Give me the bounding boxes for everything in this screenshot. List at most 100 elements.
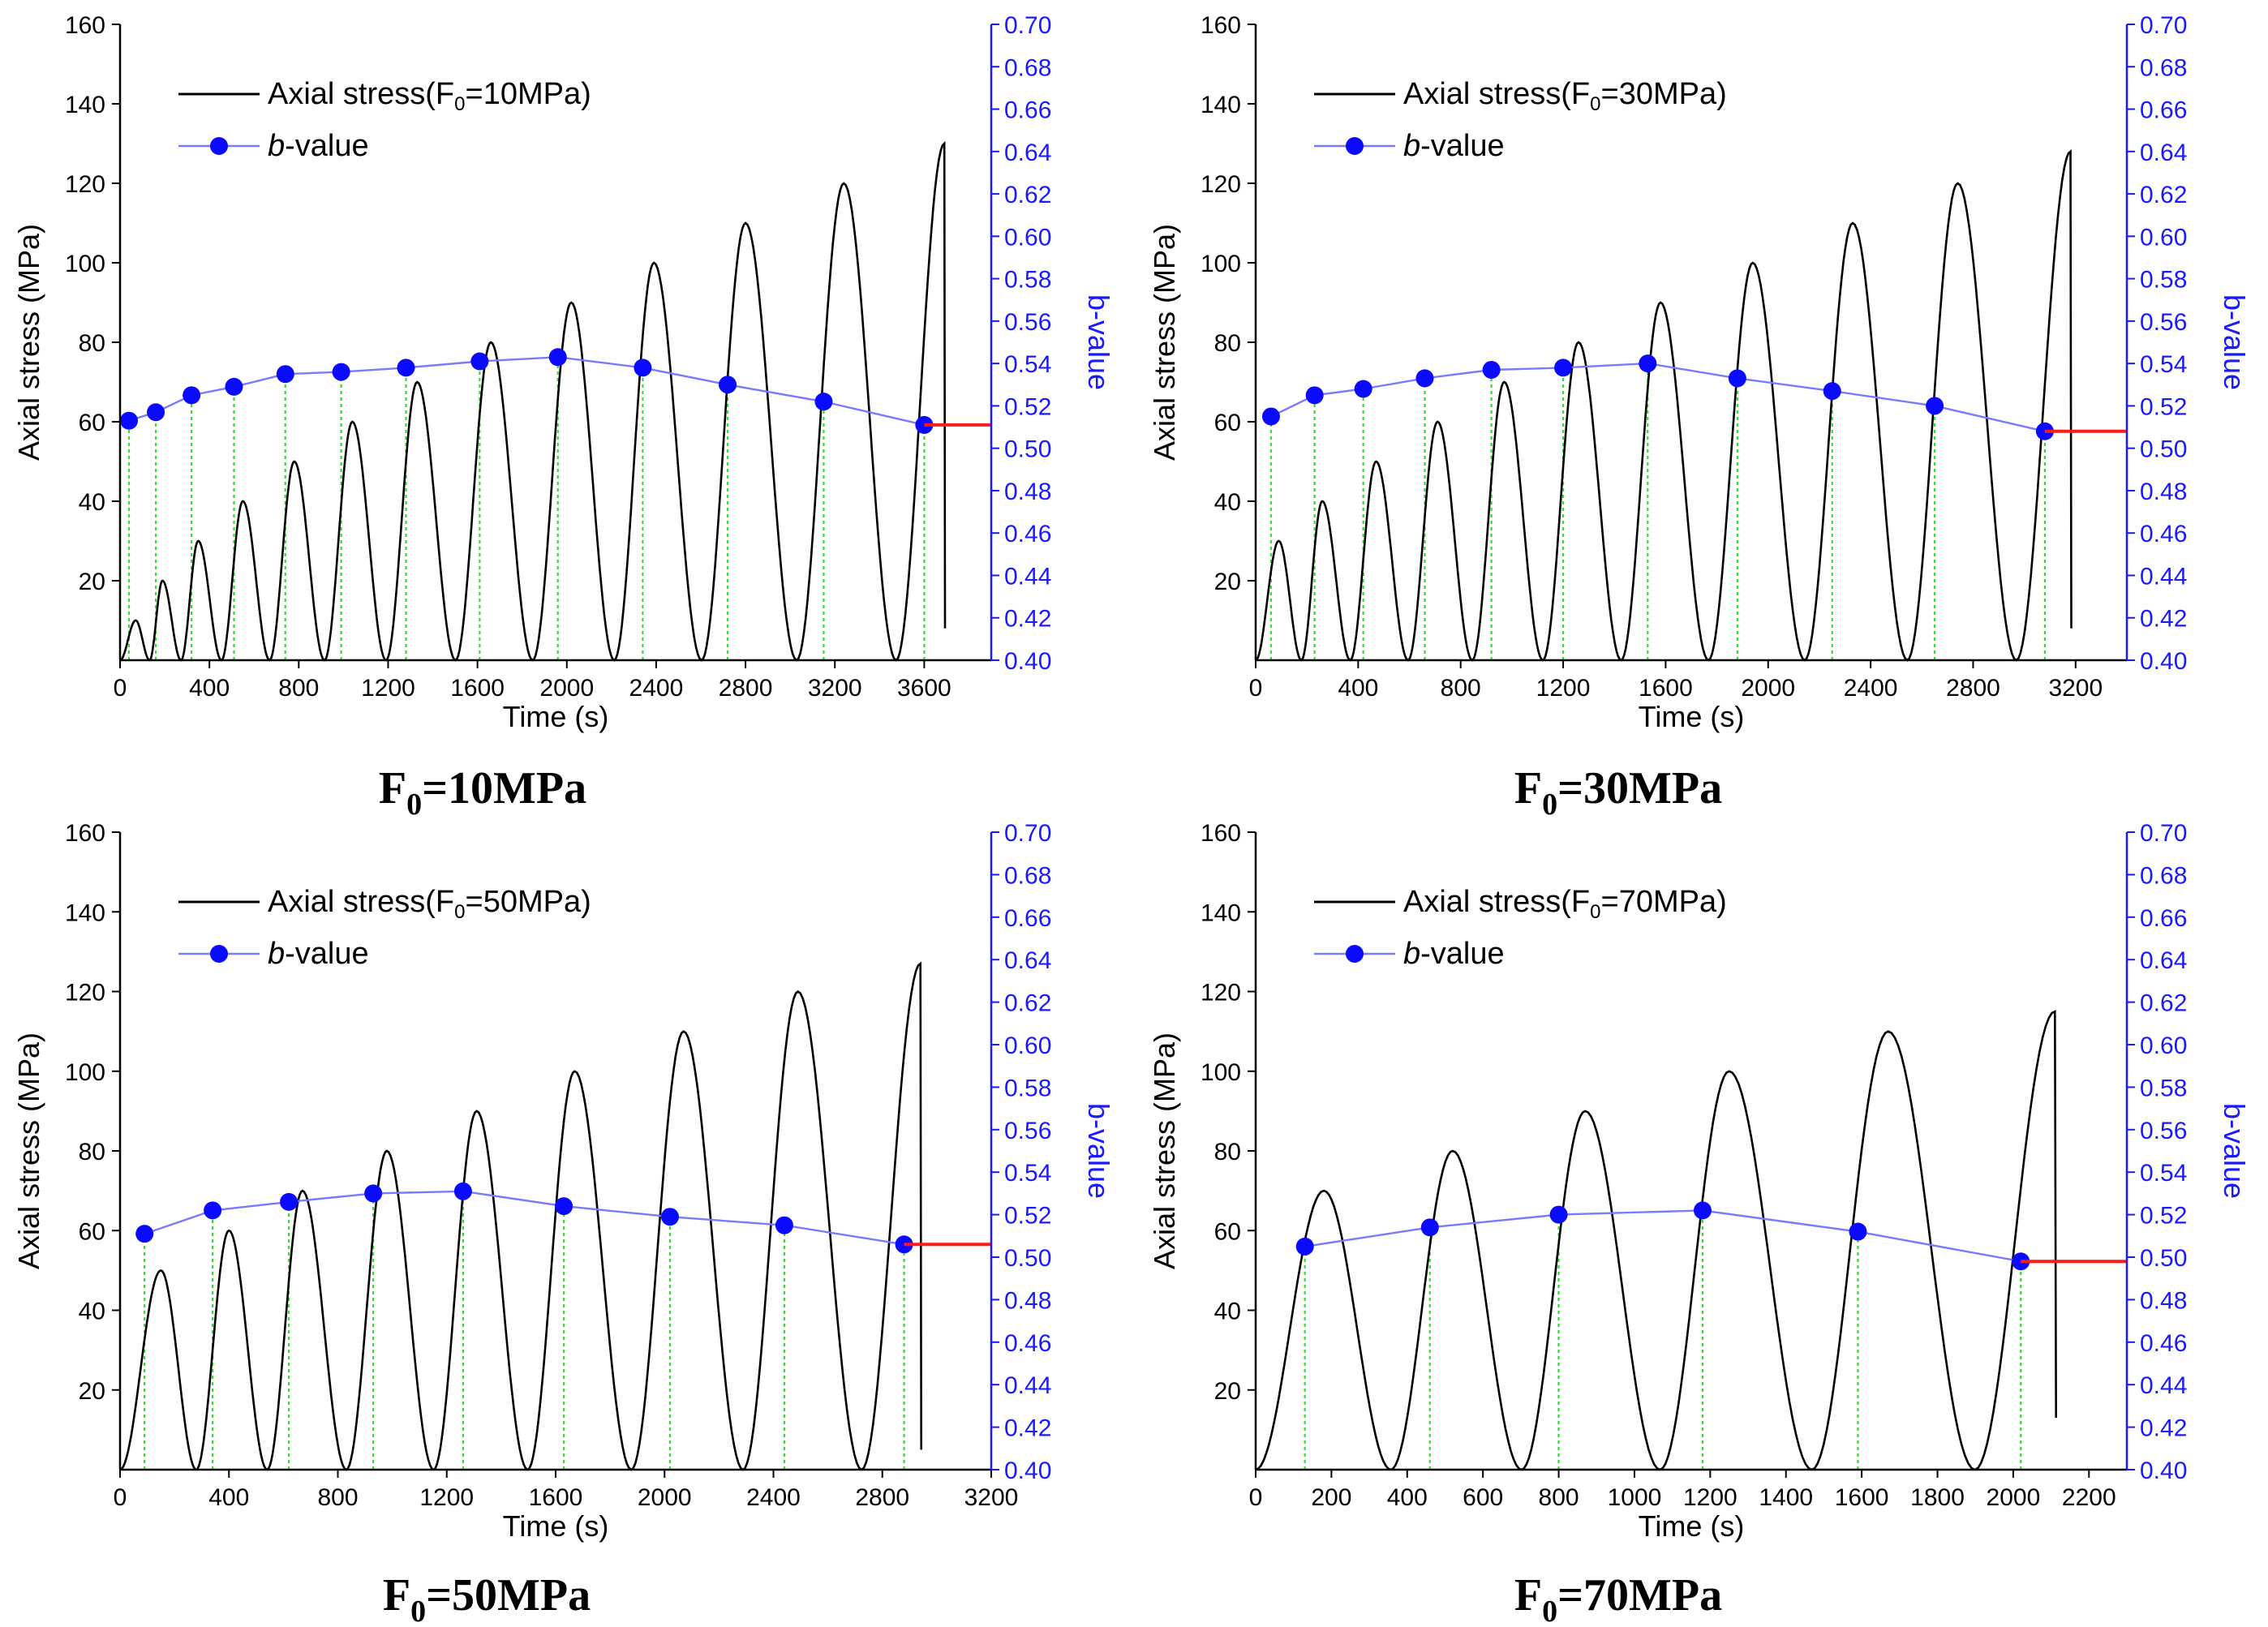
b-value-point bbox=[1554, 358, 1573, 377]
y2-tick-label: 0.64 bbox=[1004, 947, 1051, 974]
x-tick-label: 2200 bbox=[2062, 1484, 2116, 1511]
legend-stress-label: Axial stress(F0=50MPa) bbox=[268, 885, 591, 923]
legend-stress-prefix: Axial stress(F bbox=[268, 885, 454, 919]
legend-b-label: b-value bbox=[1403, 937, 1505, 971]
x-tick-label: 2000 bbox=[1741, 675, 1795, 702]
y2-tick-label: 0.70 bbox=[1004, 12, 1051, 39]
y2-tick-label: 0.56 bbox=[1004, 309, 1051, 336]
y2-axis-label: b-value bbox=[2218, 294, 2251, 390]
y2-tick-label: 0.48 bbox=[2140, 1287, 2187, 1314]
legend-stress-suffix: =70MPa) bbox=[1601, 885, 1727, 919]
y2-tick-label: 0.66 bbox=[1004, 905, 1051, 932]
y2-tick-label: 0.44 bbox=[2140, 1372, 2187, 1399]
x-tick-label: 1200 bbox=[361, 675, 415, 702]
y-tick-label: 80 bbox=[1214, 330, 1241, 357]
b-value-point bbox=[1926, 397, 1944, 415]
x-tick-label: 400 bbox=[1338, 675, 1378, 702]
legend-b-rest: -value bbox=[285, 129, 369, 163]
y2-tick-label: 0.40 bbox=[2140, 1457, 2187, 1484]
x-tick-label: 1400 bbox=[1759, 1484, 1813, 1511]
y2-tick-label: 0.44 bbox=[1004, 1372, 1051, 1399]
y2-tick-label: 0.66 bbox=[2140, 97, 2187, 124]
y-tick-label: 160 bbox=[1201, 820, 1241, 847]
x-tick-label: 1600 bbox=[1835, 1484, 1889, 1511]
b-value-point bbox=[1728, 369, 1746, 388]
y-tick-label: 60 bbox=[1214, 410, 1241, 436]
legend-b-rest: -value bbox=[1420, 129, 1505, 163]
y2-tick-label: 0.56 bbox=[2140, 309, 2187, 336]
x-axis-label: Time (s) bbox=[503, 1509, 609, 1543]
y-tick-label: 20 bbox=[1214, 1378, 1241, 1405]
legend-stress-subscript: 0 bbox=[1590, 901, 1600, 923]
x-tick-label: 1200 bbox=[419, 1484, 474, 1511]
y2-tick-label: 0.56 bbox=[1004, 1118, 1051, 1144]
b-value-point bbox=[634, 358, 652, 377]
y2-tick-label: 0.66 bbox=[1004, 97, 1051, 124]
y-axis-label: Axial stress (MPa) bbox=[12, 1032, 45, 1269]
axial-stress-line bbox=[1255, 1009, 2057, 1471]
caption-main: F bbox=[1514, 763, 1542, 814]
y2-tick-label: 0.58 bbox=[1004, 1075, 1051, 1101]
legend-stress-subscript: 0 bbox=[1590, 93, 1600, 115]
x-tick-label: 0 bbox=[1249, 1484, 1263, 1511]
caption-main: F bbox=[379, 763, 406, 814]
y2-tick-label: 0.40 bbox=[1004, 1457, 1051, 1484]
panel-caption: F0=30MPa bbox=[1514, 763, 1722, 822]
b-value-point bbox=[1305, 386, 1324, 405]
y-tick-label: 160 bbox=[1201, 12, 1241, 39]
y2-tick-label: 0.60 bbox=[2140, 1032, 2187, 1059]
x-tick-label: 0 bbox=[1249, 675, 1263, 702]
b-value-point bbox=[1694, 1201, 1712, 1220]
caption-subscript: 0 bbox=[1542, 1595, 1557, 1627]
y2-tick-label: 0.50 bbox=[1004, 436, 1051, 463]
caption-rest: =10MPa bbox=[422, 763, 586, 814]
y2-tick-label: 0.48 bbox=[1004, 479, 1051, 505]
b-value-point bbox=[1482, 360, 1501, 379]
y2-tick-label: 0.42 bbox=[1004, 606, 1051, 633]
legend-b-marker bbox=[210, 137, 228, 155]
x-axis-label: Time (s) bbox=[1639, 1509, 1745, 1543]
y2-tick-label: 0.70 bbox=[2140, 820, 2187, 847]
y-tick-label: 100 bbox=[65, 1059, 105, 1086]
y-tick-label: 160 bbox=[65, 12, 105, 39]
x-tick-label: 1600 bbox=[1639, 675, 1693, 702]
b-value-point bbox=[1354, 380, 1372, 398]
y2-axis-label: b-value bbox=[1082, 294, 1115, 390]
x-tick-label: 1800 bbox=[1910, 1484, 1965, 1511]
legend-b-marker bbox=[1346, 945, 1364, 963]
y2-tick-label: 0.42 bbox=[2140, 606, 2187, 633]
legend-b-italic: b bbox=[1403, 937, 1420, 971]
b-value-line bbox=[1304, 1209, 2021, 1263]
x-axis-label: Time (s) bbox=[503, 700, 609, 733]
caption-main: F bbox=[1514, 1570, 1542, 1621]
y2-tick-label: 0.44 bbox=[1004, 563, 1051, 590]
y2-tick-label: 0.58 bbox=[2140, 1075, 2187, 1101]
x-tick-label: 0 bbox=[114, 1484, 127, 1511]
y-tick-label: 60 bbox=[79, 1218, 105, 1245]
chart-panel-4: 0 200 400 600 800 1000 1200 1400 1600 1800 2000 220… bbox=[1148, 820, 2251, 1627]
legend-stress-prefix: Axial stress(F bbox=[268, 77, 454, 111]
y2-tick-label: 0.46 bbox=[1004, 521, 1051, 547]
b-value-point bbox=[660, 1208, 679, 1226]
x-tick-label: 200 bbox=[1311, 1484, 1351, 1511]
b-value-line bbox=[1270, 362, 2046, 432]
y2-tick-label: 0.48 bbox=[2140, 479, 2187, 505]
x-tick-label: 2400 bbox=[746, 1484, 801, 1511]
y2-tick-label: 0.50 bbox=[1004, 1245, 1051, 1272]
legend-stress-label: Axial stress(F0=10MPa) bbox=[268, 77, 591, 115]
x-tick-label: 3200 bbox=[2048, 675, 2103, 702]
y2-tick-label: 0.70 bbox=[1004, 820, 1051, 847]
y2-tick-label: 0.68 bbox=[2140, 862, 2187, 889]
b-value-point bbox=[548, 348, 567, 367]
y2-tick-label: 0.50 bbox=[2140, 1245, 2187, 1272]
y2-axis-label: b-value bbox=[2218, 1103, 2251, 1199]
b-value-point bbox=[397, 358, 415, 377]
x-tick-label: 800 bbox=[317, 1484, 358, 1511]
y2-tick-label: 0.42 bbox=[1004, 1415, 1051, 1442]
y2-tick-label: 0.48 bbox=[1004, 1287, 1051, 1314]
y2-tick-label: 0.54 bbox=[1004, 1160, 1051, 1187]
axial-stress-line bbox=[119, 140, 947, 662]
chart-panel-3: 0 400 800 1200 1600 2000 2400 2800 3200204060801… bbox=[12, 820, 1115, 1627]
b-value-point bbox=[1849, 1222, 1867, 1241]
